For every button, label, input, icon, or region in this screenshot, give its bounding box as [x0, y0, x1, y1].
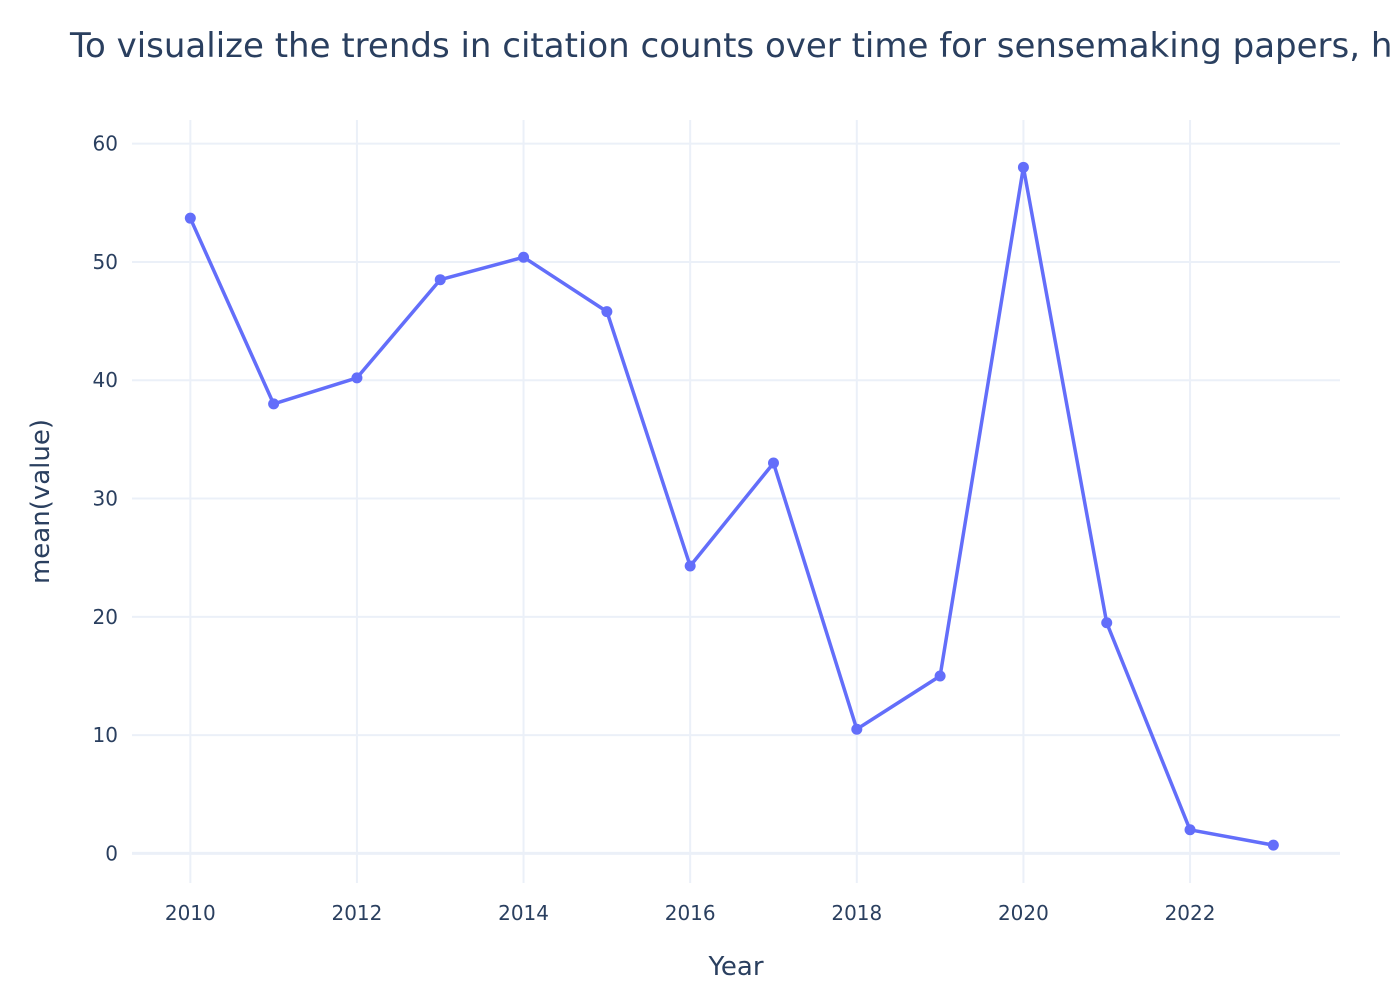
- data-point[interactable]: [268, 398, 280, 410]
- data-point[interactable]: [767, 457, 779, 469]
- chart-title: To visualize the trends in citation coun…: [70, 26, 1393, 66]
- x-tick-label: 2012: [331, 901, 382, 925]
- y-tick-label: 30: [93, 487, 118, 511]
- data-point[interactable]: [1017, 161, 1029, 173]
- grid-lines: [132, 120, 1340, 883]
- data-point[interactable]: [1184, 824, 1196, 836]
- y-tick-label: 60: [93, 132, 118, 156]
- y-axis-ticks: 0 10 20 30 40 50 60: [93, 132, 118, 866]
- data-point[interactable]: [434, 274, 446, 286]
- x-tick-label: 2022: [1165, 901, 1216, 925]
- data-point[interactable]: [351, 372, 363, 384]
- series-layer: [184, 161, 1279, 851]
- x-tick-label: 2016: [665, 901, 716, 925]
- data-point[interactable]: [1267, 839, 1279, 851]
- y-tick-label: 10: [93, 723, 118, 747]
- data-point[interactable]: [184, 212, 196, 224]
- series-line: [188, 165, 1274, 847]
- x-axis-ticks: 2010 2012 2014 2016 2018 2020 2022: [165, 901, 1216, 925]
- x-axis-title: Year: [707, 952, 763, 982]
- y-tick-label: 40: [93, 368, 118, 392]
- data-point[interactable]: [518, 251, 530, 263]
- y-tick-label: 20: [93, 605, 118, 629]
- x-tick-label: 2020: [998, 901, 1049, 925]
- y-tick-label: 0: [105, 841, 118, 865]
- data-point[interactable]: [1101, 617, 1113, 629]
- data-point[interactable]: [851, 723, 863, 735]
- data-point[interactable]: [684, 560, 696, 572]
- data-point[interactable]: [934, 670, 946, 682]
- x-tick-label: 2018: [831, 901, 882, 925]
- data-point[interactable]: [601, 306, 613, 318]
- y-axis-title: mean(value): [26, 419, 56, 584]
- x-tick-label: 2010: [165, 901, 216, 925]
- x-tick-label: 2014: [498, 901, 549, 925]
- y-tick-label: 50: [93, 250, 118, 274]
